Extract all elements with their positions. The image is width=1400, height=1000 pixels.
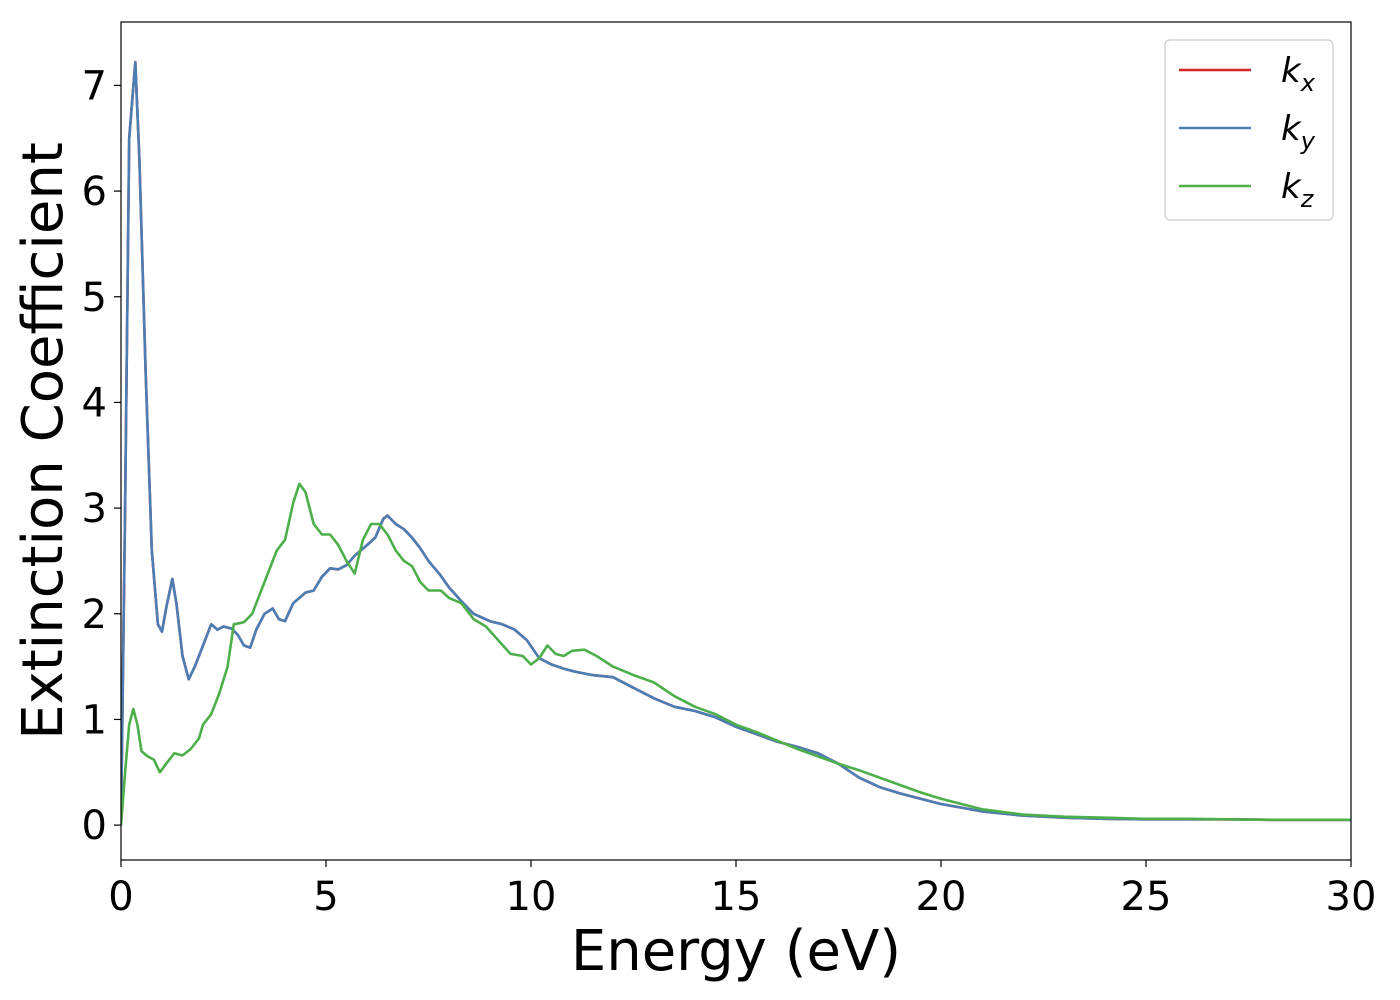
series-layer: [121, 60, 1351, 826]
legend: kx ky kz: [1164, 39, 1334, 221]
x-tick-label: 30: [1326, 874, 1377, 920]
x-tick-label: 15: [711, 874, 762, 920]
legend-box: [1164, 39, 1334, 221]
y-tick-label: 4: [82, 380, 107, 426]
y-axis-ticks: 0 1 2 3 4 5 6 7: [82, 63, 121, 849]
legend-label-k-x: kx: [1281, 51, 1316, 97]
x-tick-label: 0: [108, 874, 133, 920]
series-line-k-z: [121, 482, 1351, 826]
y-tick-label: 3: [82, 486, 107, 532]
x-axis-label: Energy (eV): [571, 919, 901, 984]
y-axis-label: Extinction Coefficient: [11, 142, 76, 740]
y-tick-label: 6: [82, 169, 107, 215]
x-axis-ticks: 0 5 10 15 20 25 30: [108, 860, 1376, 920]
x-tick-label: 25: [1121, 874, 1172, 920]
y-tick-label: 7: [82, 63, 107, 109]
y-tick-label: 2: [82, 592, 107, 638]
x-tick-label: 5: [313, 874, 338, 920]
series-line-k-y: [121, 60, 1351, 826]
legend-label-k-z: kz: [1281, 167, 1315, 213]
legend-label-k-y: ky: [1281, 109, 1316, 155]
y-tick-label: 5: [82, 275, 107, 321]
x-tick-label: 10: [506, 874, 557, 920]
y-tick-label: 0: [82, 803, 107, 849]
x-tick-label: 20: [916, 874, 967, 920]
y-tick-label: 1: [82, 697, 107, 743]
